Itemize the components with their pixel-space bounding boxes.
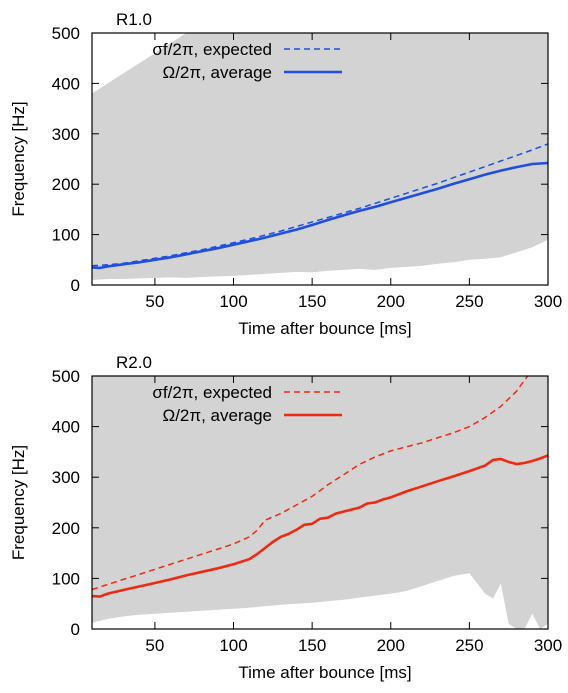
legend-label-average: Ω/2π, average xyxy=(163,406,273,425)
series-line-average xyxy=(91,454,549,598)
x-tick-label: 150 xyxy=(298,292,326,311)
x-tick-label: 150 xyxy=(298,636,326,655)
y-tick-label: 100 xyxy=(52,226,80,245)
y-tick-label: 200 xyxy=(52,175,80,194)
x-axis-label: Time after bounce [ms] xyxy=(238,663,411,682)
y-tick-label: 200 xyxy=(52,519,80,538)
legend: σf/2π, expected Ω/2π, average xyxy=(152,40,342,82)
plot-frame xyxy=(91,375,549,630)
y-tick-label: 0 xyxy=(71,276,80,295)
x-axis-label: Time after bounce [ms] xyxy=(238,319,411,338)
x-tick-label: 250 xyxy=(455,292,483,311)
series-line-average xyxy=(91,161,549,270)
legend: σf/2π, expected Ω/2π, average xyxy=(152,383,342,425)
x-tick-label: 100 xyxy=(219,292,247,311)
x-tick-label: 300 xyxy=(534,636,562,655)
plot-frame xyxy=(91,32,549,286)
x-tick-label: 200 xyxy=(377,292,405,311)
chart-panel-r1: σf/2π, expected Ω/2π, average 50 100 150 20… xyxy=(9,10,562,338)
x-tick-label: 100 xyxy=(219,636,247,655)
spread-band-area xyxy=(92,376,548,629)
y-tick-label: 500 xyxy=(52,24,80,43)
y-tick-label: 0 xyxy=(71,620,80,639)
axes: 50 100 150 200 250 300 0 100 200 300 400 500 xyxy=(52,24,563,311)
spread-band xyxy=(92,33,548,280)
x-tick-label: 300 xyxy=(534,292,562,311)
spread-band xyxy=(92,376,548,629)
legend-label-expected: σf/2π, expected xyxy=(152,383,272,402)
legend-label-average: Ω/2π, average xyxy=(163,63,273,82)
chart-panel-r2: σf/2π, expected Ω/2π, average 50 100 150 20… xyxy=(9,353,562,682)
axes: 50 100 150 200 250 300 0 100 200 300 400 500 xyxy=(52,367,563,655)
y-axis-label: Frequency [Hz] xyxy=(9,101,28,216)
series-layer xyxy=(91,375,549,598)
spread-band-area xyxy=(92,33,548,280)
series-line-expected xyxy=(91,143,549,267)
y-tick-label: 500 xyxy=(52,367,80,386)
x-tick-label: 50 xyxy=(145,636,164,655)
x-tick-label: 200 xyxy=(377,636,405,655)
x-tick-label: 50 xyxy=(145,292,164,311)
y-tick-label: 300 xyxy=(52,125,80,144)
y-tick-label: 400 xyxy=(52,418,80,437)
y-tick-label: 400 xyxy=(52,74,80,93)
chart-title: R1.0 xyxy=(116,10,152,29)
chart-title: R2.0 xyxy=(116,353,152,372)
y-axis-label: Frequency [Hz] xyxy=(9,445,28,560)
x-tick-label: 250 xyxy=(455,636,483,655)
legend-label-expected: σf/2π, expected xyxy=(152,40,272,59)
y-tick-label: 300 xyxy=(52,468,80,487)
series-layer xyxy=(91,143,549,270)
y-tick-label: 100 xyxy=(52,569,80,588)
series-line-expected xyxy=(91,375,529,591)
